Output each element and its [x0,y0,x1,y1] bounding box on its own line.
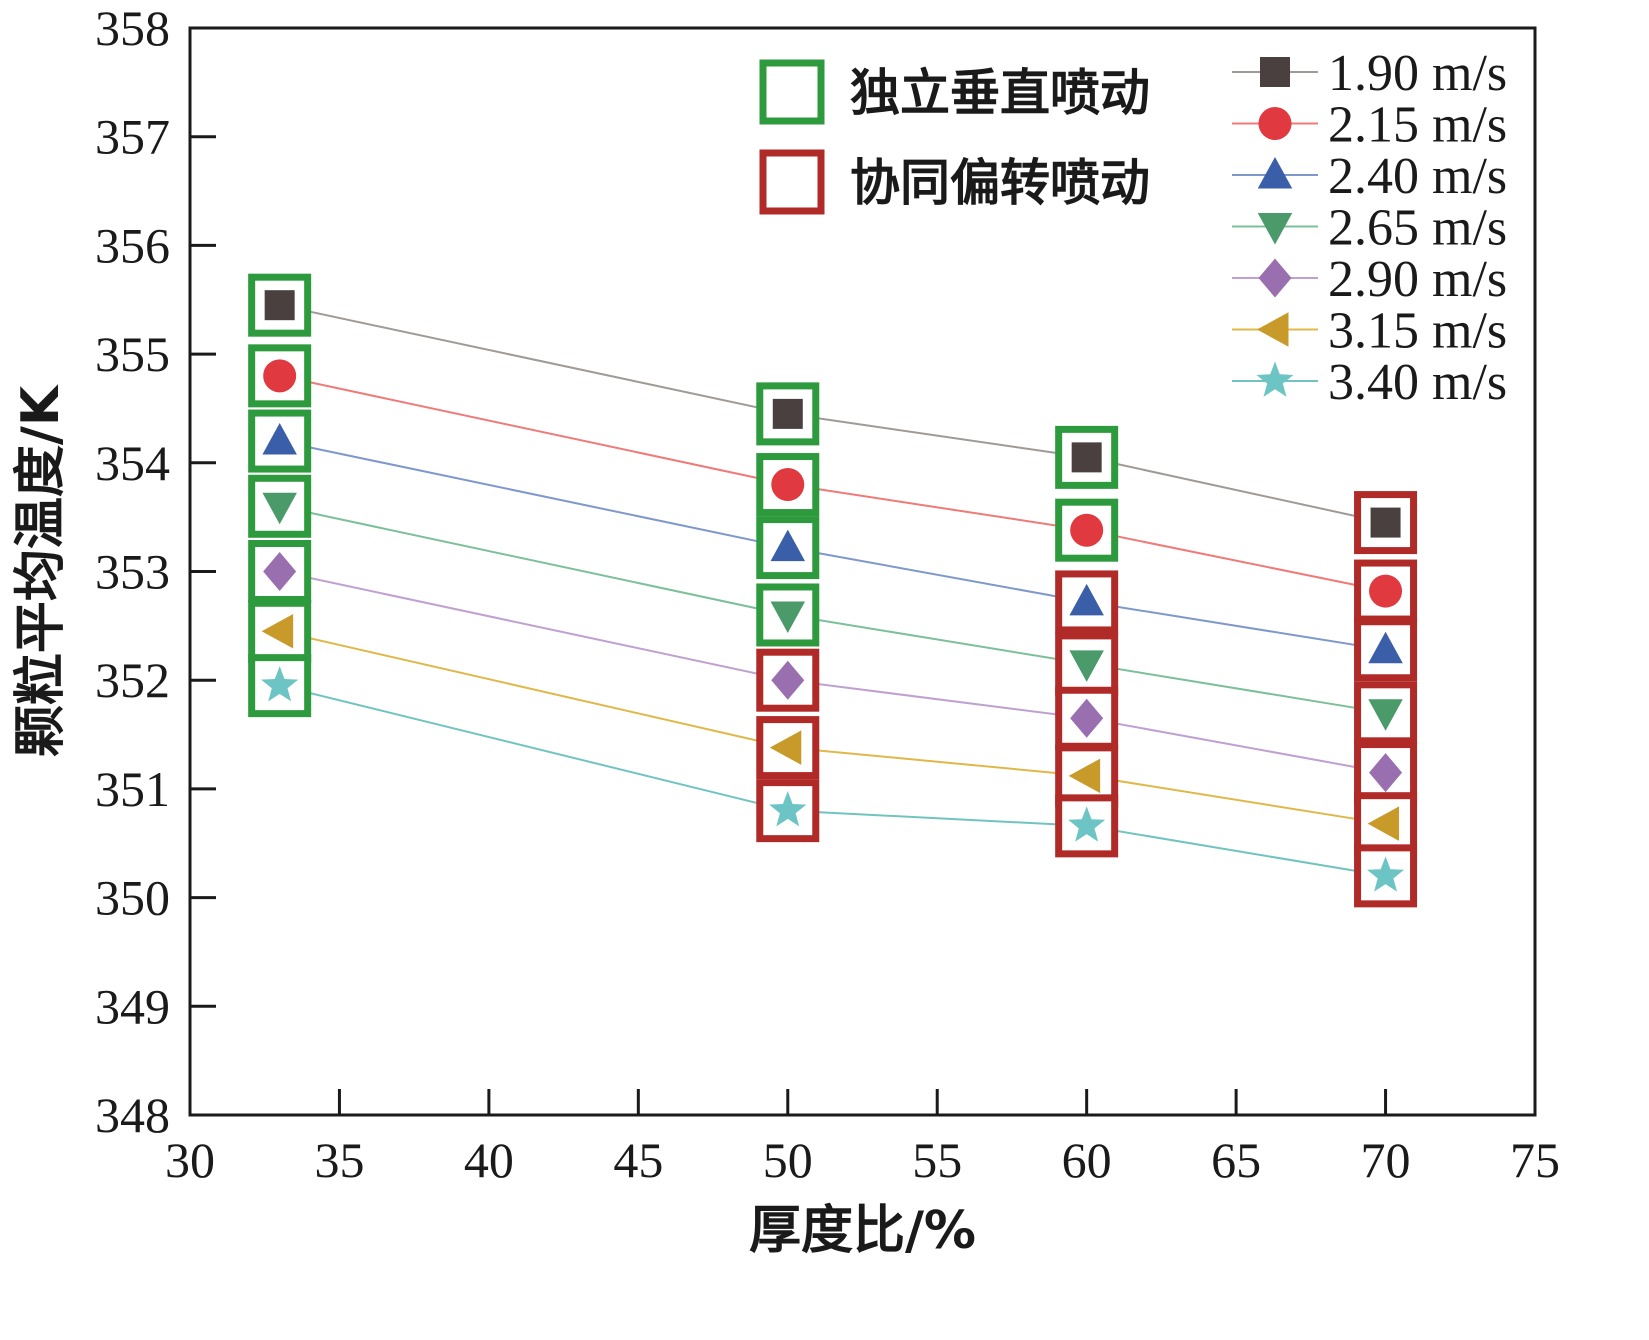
data-point-3 [1069,583,1104,616]
data-point-1 [1071,442,1102,473]
x-tick-label: 55 [912,1132,962,1188]
legend-label: 3.15 m/s [1328,303,1507,360]
data-point-2 [1070,513,1104,547]
y-axis-title: 颗粒平均温度/K [11,384,71,757]
legend-box-swatch [759,59,825,125]
y-tick-label: 356 [95,217,170,273]
data-point-6 [1367,806,1400,841]
y-tick-label: 357 [95,109,170,165]
legend-label: 3.40 m/s [1328,354,1507,411]
series-line-3 [279,440,1386,651]
data-point-1 [772,398,803,429]
y-tick-label: 358 [95,0,170,56]
y-tick-label: 350 [95,870,170,926]
legend-label: 2.90 m/s [1328,251,1507,308]
data-point-3 [1368,631,1403,664]
marker-box [1354,844,1418,908]
y-tick-label: 351 [95,761,170,817]
data-point-4 [1069,650,1104,682]
data-point-2 [1369,574,1403,608]
y-tick-label: 348 [95,1087,170,1143]
marker-box [248,273,312,337]
data-point-5 [263,552,297,591]
series-line-5 [279,570,1386,774]
data-point-5 [1369,753,1403,793]
y-tick-label: 353 [95,544,170,600]
data-point-7 [1367,856,1405,892]
legend-box-label: 协同偏转喷动 [850,154,1150,212]
marker-box [756,516,820,580]
data-point-7 [261,666,299,702]
legend-label: 2.15 m/s [1328,97,1507,154]
data-point-5 [771,660,805,700]
plot-frame [188,26,1537,1117]
data-point-6 [769,730,802,765]
series-line-6 [279,630,1386,825]
data-point-4 [770,601,806,633]
legend-label: 2.40 m/s [1328,148,1507,205]
series-line-7 [279,684,1386,877]
x-tick-label: 70 [1361,1132,1411,1188]
x-tick-label: 50 [763,1132,813,1188]
data-point-4 [262,492,297,525]
legend-label: 1.90 m/s [1328,45,1507,102]
x-axis-title: 厚度比/% [749,1201,976,1261]
data-point-3 [770,529,806,562]
series-line-4 [279,505,1386,714]
marker-box [1354,681,1418,745]
marker-box [1354,618,1418,682]
y-tick-label: 354 [95,435,170,491]
legend-marker [1258,107,1292,140]
legend-marker [1257,157,1293,189]
y-tick-label: 349 [95,978,170,1034]
legend-marker [1257,312,1289,347]
data-point-2 [771,468,805,502]
y-tick-label: 355 [95,326,170,382]
data-point-7 [769,791,807,827]
x-tick-label: 45 [613,1132,663,1188]
data-point-3 [262,423,297,455]
x-tick-label: 75 [1510,1132,1560,1188]
data-point-7 [1068,806,1106,842]
x-tick-label: 60 [1062,1132,1112,1188]
data-point-4 [1368,699,1403,731]
legend-marker [1258,258,1292,298]
legend-marker [1256,361,1294,397]
legend-box-swatch [759,149,825,215]
data-point-6 [261,614,294,649]
y-tick-label: 352 [95,652,170,708]
legend-box-label: 独立垂直喷动 [850,64,1150,122]
marker-box [248,474,312,538]
x-tick-label: 35 [314,1132,364,1188]
x-tick-label: 30 [165,1132,215,1188]
data-point-2 [263,359,297,393]
series-line-2 [279,374,1386,593]
x-tick-label: 65 [1211,1132,1261,1188]
data-point-1 [264,290,295,321]
marker-box [756,453,820,517]
data-point-5 [1070,698,1104,738]
data-point-6 [1068,758,1101,794]
legend-label: 2.65 m/s [1328,200,1507,257]
x-tick-label: 40 [464,1132,514,1188]
data-point-1 [1370,507,1401,538]
series-line-1 [279,304,1386,524]
legend-marker [1260,57,1290,87]
legend-marker [1257,213,1293,245]
